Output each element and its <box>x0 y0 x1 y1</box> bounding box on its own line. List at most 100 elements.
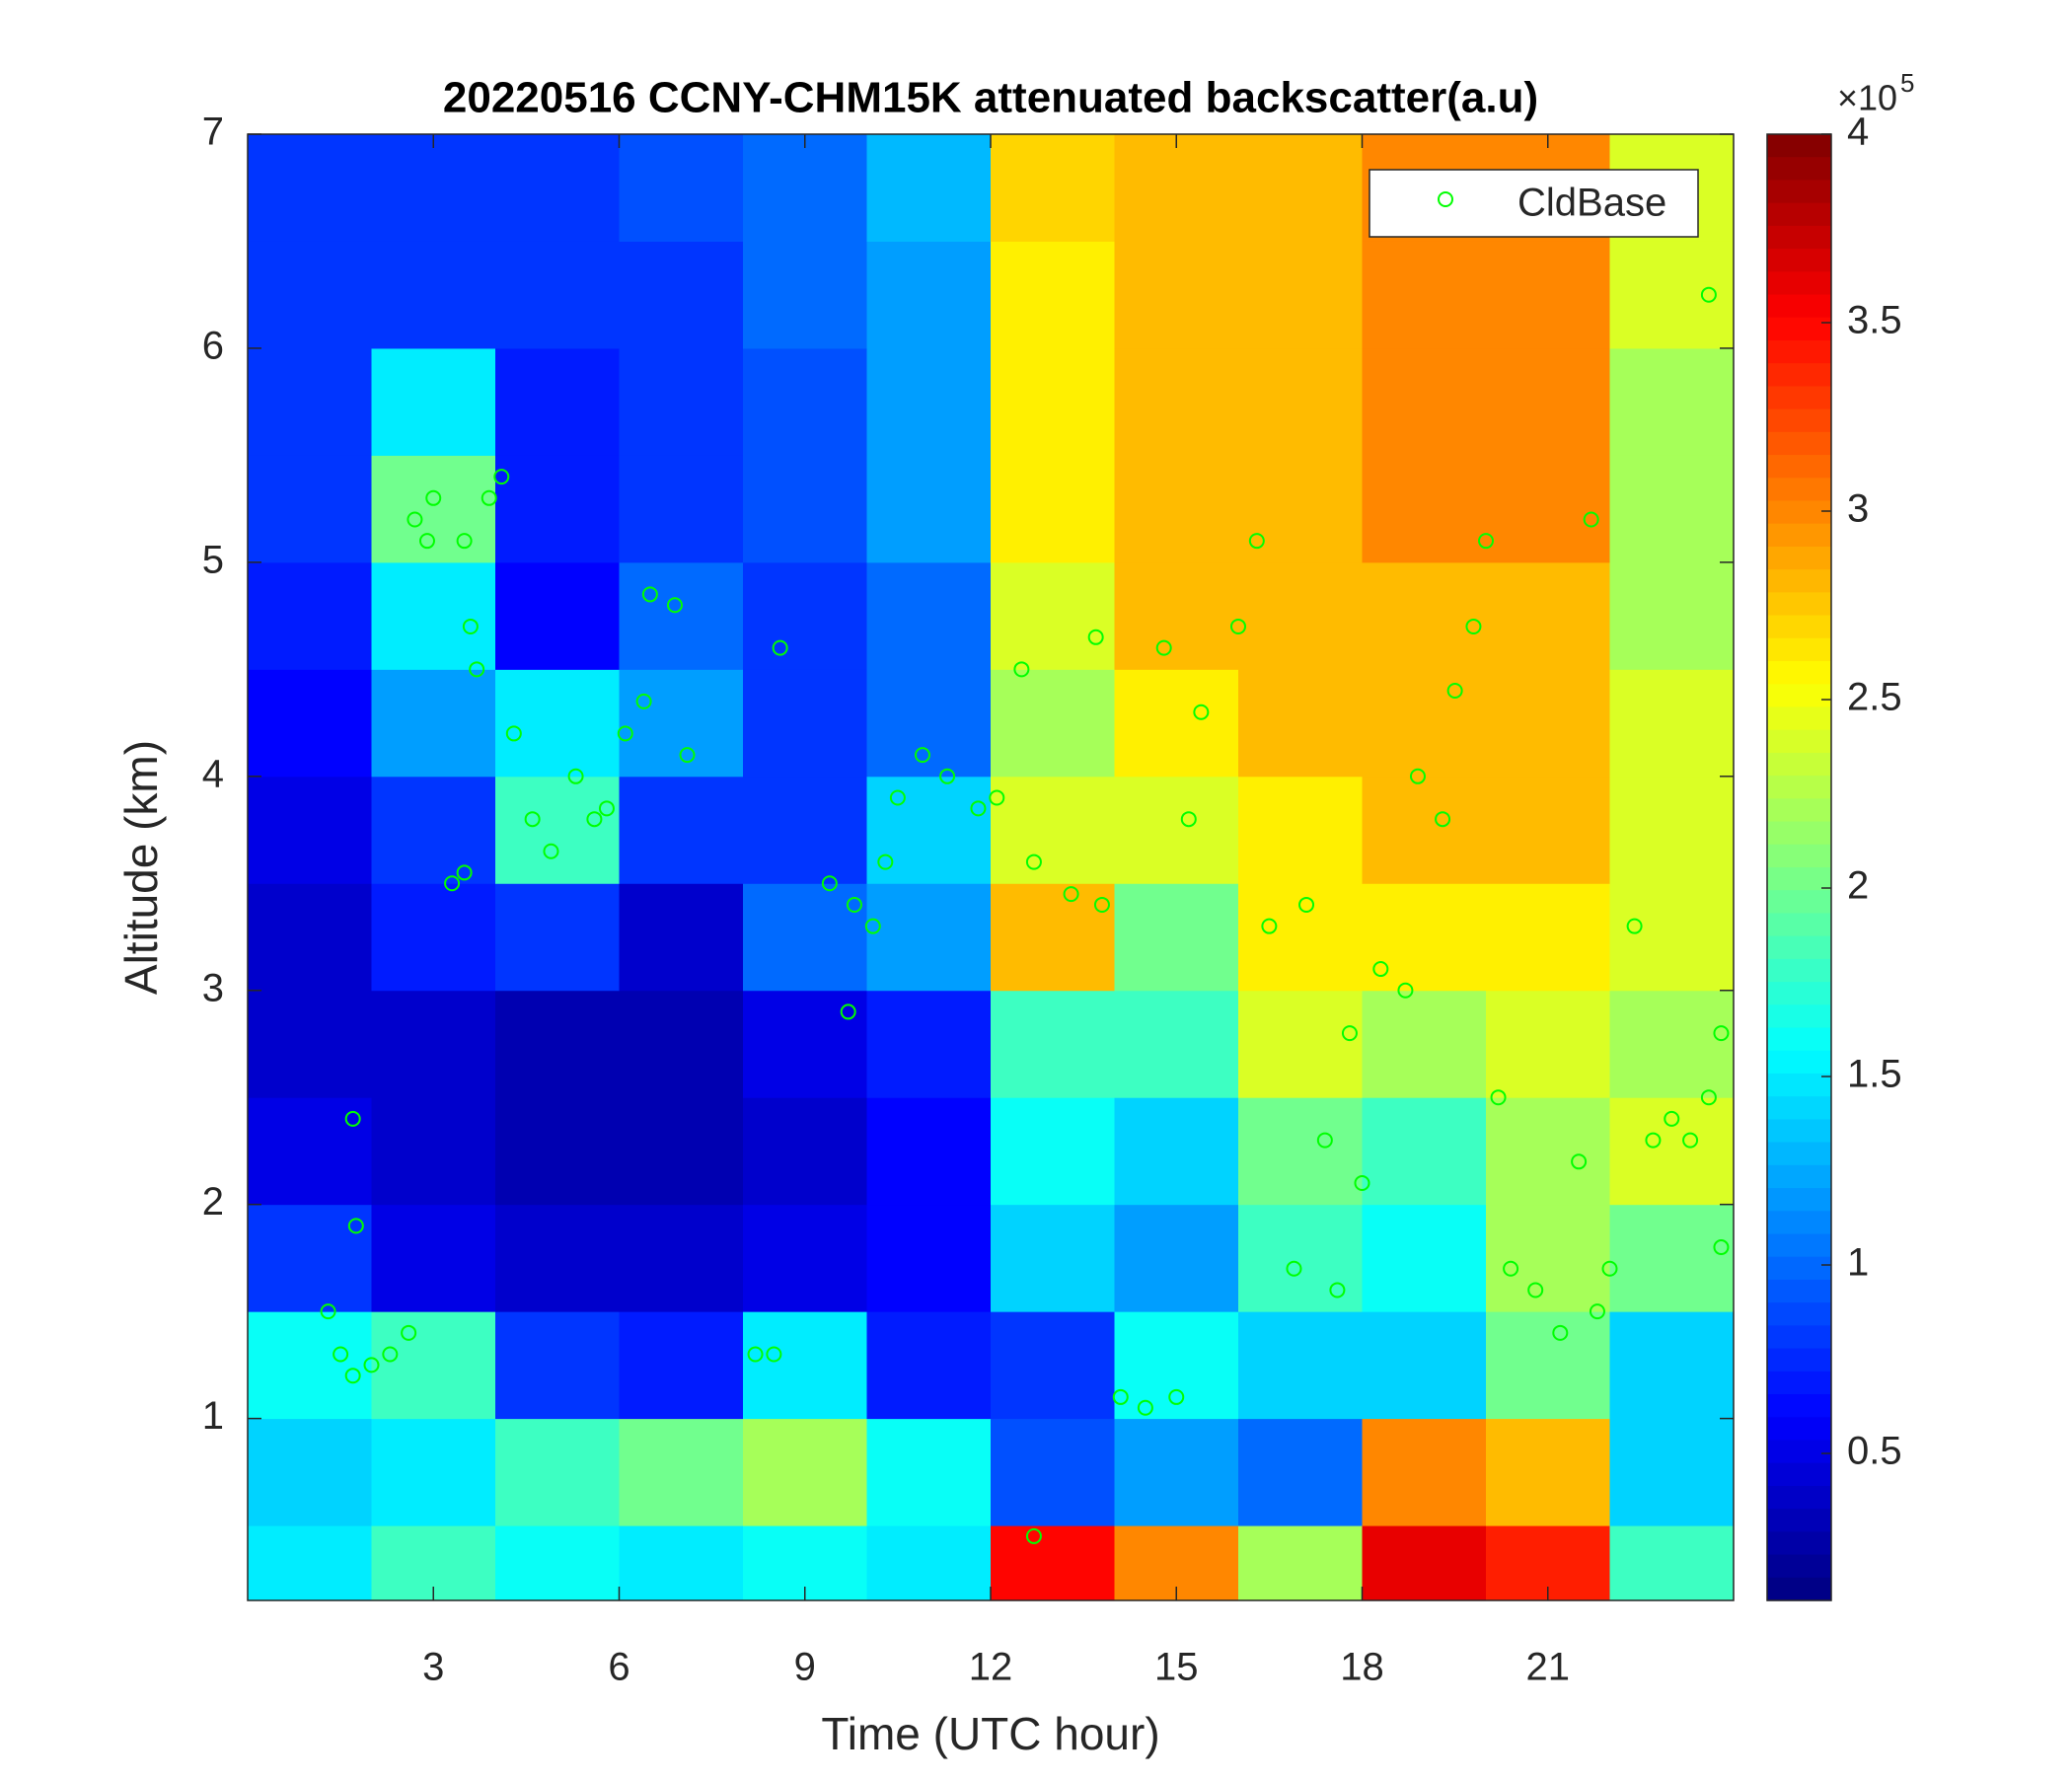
x-tick-label: 6 <box>608 1646 629 1689</box>
y-tick-label: 4 <box>202 752 224 795</box>
cloud-base-point <box>939 768 956 784</box>
heatmap-cell <box>1238 883 1363 992</box>
cloud-base-point <box>481 489 497 506</box>
heatmap-cell <box>371 990 496 1098</box>
heatmap-cell <box>866 347 992 456</box>
heatmap-cell <box>866 561 992 670</box>
heatmap-cell <box>495 561 620 670</box>
cloud-base-point <box>1478 533 1494 550</box>
colorbar-swatch <box>1767 1256 1831 1281</box>
heatmap-cell <box>743 134 867 242</box>
colorbar-swatch <box>1767 982 1831 1005</box>
heatmap-cell <box>619 134 744 242</box>
y-tick-label: 7 <box>202 111 224 154</box>
heatmap-cell <box>371 455 496 563</box>
cloud-base-point <box>1713 1025 1730 1042</box>
heatmap-cell <box>248 1525 372 1601</box>
cloud-base-point <box>1155 639 1172 656</box>
colorbar-swatch <box>1767 1027 1831 1052</box>
cloud-base-point <box>1682 1132 1699 1149</box>
x-tick-label: 9 <box>794 1646 816 1689</box>
heatmap-cell <box>991 134 1115 242</box>
heatmap-cell <box>619 1204 744 1312</box>
cloud-base-point <box>1341 1025 1358 1042</box>
heatmap-cell <box>371 883 496 992</box>
heatmap-cell <box>1114 1311 1239 1420</box>
heatmap-cell <box>1609 776 1735 884</box>
cloud-base-point <box>1248 533 1265 550</box>
colorbar-tick-label: 2 <box>1847 864 1869 908</box>
heatmap-cell <box>495 776 620 884</box>
heatmap-cell <box>1609 561 1735 670</box>
cloud-base-point <box>766 1346 782 1363</box>
cloud-base-point <box>1087 629 1104 645</box>
heatmap-cell <box>1362 347 1487 456</box>
cloud-base-point <box>462 618 479 634</box>
heatmap-cell <box>991 347 1115 456</box>
heatmap-cell <box>1114 1204 1239 1312</box>
heatmap-cell <box>743 883 867 992</box>
colorbar-swatch <box>1767 1096 1831 1121</box>
heatmap-cell <box>248 990 372 1098</box>
colorbar-swatch <box>1767 1279 1831 1303</box>
cloud-base-point <box>418 533 435 550</box>
cloud-base-point <box>1286 1260 1302 1277</box>
colorbar-swatch <box>1767 408 1831 433</box>
heatmap-cell <box>1238 1204 1363 1312</box>
cloud-base-point <box>821 875 838 892</box>
cloud-base-point <box>1261 918 1278 934</box>
colorbar-swatch <box>1767 1325 1831 1350</box>
heatmap-cell <box>991 241 1115 349</box>
colorbar-swatch <box>1767 478 1831 502</box>
colorbar-swatch <box>1767 1302 1831 1326</box>
heatmap-cell <box>1609 241 1735 349</box>
colorbar-swatch <box>1767 935 1831 960</box>
heatmap-cell <box>1362 1097 1487 1206</box>
heatmap-cell <box>1238 561 1363 670</box>
heatmap-cell <box>1238 776 1363 884</box>
cloud-base-point <box>344 1368 361 1384</box>
cloud-base-point <box>524 811 541 828</box>
colorbar-swatch <box>1767 661 1831 685</box>
legend-label: CldBase <box>1517 182 1666 225</box>
cloud-base-point <box>1025 1527 1042 1544</box>
heatmap-cell <box>1114 990 1239 1098</box>
heatmap-cell <box>1114 134 1239 242</box>
heatmap-cell <box>1114 455 1239 563</box>
heatmap-cell <box>248 883 372 992</box>
colorbar-swatch <box>1767 1073 1831 1097</box>
heatmap-cell <box>371 347 496 456</box>
colorbar-tick-label: 3.5 <box>1847 299 1902 342</box>
heatmap-cell <box>991 455 1115 563</box>
cloud-base-point <box>1713 1239 1730 1256</box>
colorbar-swatch <box>1767 821 1831 846</box>
cloud-base-point <box>666 597 683 614</box>
heatmap-cell <box>371 134 496 242</box>
heatmap-cell <box>1609 990 1735 1098</box>
heatmap-cell <box>1114 1097 1239 1206</box>
heatmap-cell <box>1486 241 1610 349</box>
cloud-base-point <box>1112 1388 1129 1405</box>
colorbar-swatch <box>1767 1440 1831 1464</box>
cloud-base-point <box>505 725 522 742</box>
colorbar-swatch <box>1767 363 1831 388</box>
colorbar-swatch <box>1767 1004 1831 1029</box>
cloud-base-point <box>598 800 615 817</box>
colorbar-swatch <box>1767 706 1831 731</box>
heatmap-cell <box>1486 776 1610 884</box>
heatmap-cell <box>1486 455 1610 563</box>
heatmap-cell <box>495 1418 620 1526</box>
cloud-base-point <box>586 811 603 828</box>
heatmap-cell <box>619 347 744 456</box>
heatmap-cell <box>248 561 372 670</box>
heatmap-cell <box>619 1311 744 1420</box>
cloud-base-point <box>1013 661 1030 678</box>
colorbar-swatch <box>1767 202 1831 227</box>
colorbar-swatch <box>1767 1164 1831 1189</box>
colorbar-swatch <box>1767 684 1831 708</box>
cloud-base-point <box>1589 1303 1605 1320</box>
colorbar-swatch <box>1767 1142 1831 1166</box>
heatmap-cell <box>248 1311 372 1420</box>
x-tick-label: 18 <box>1340 1646 1384 1689</box>
